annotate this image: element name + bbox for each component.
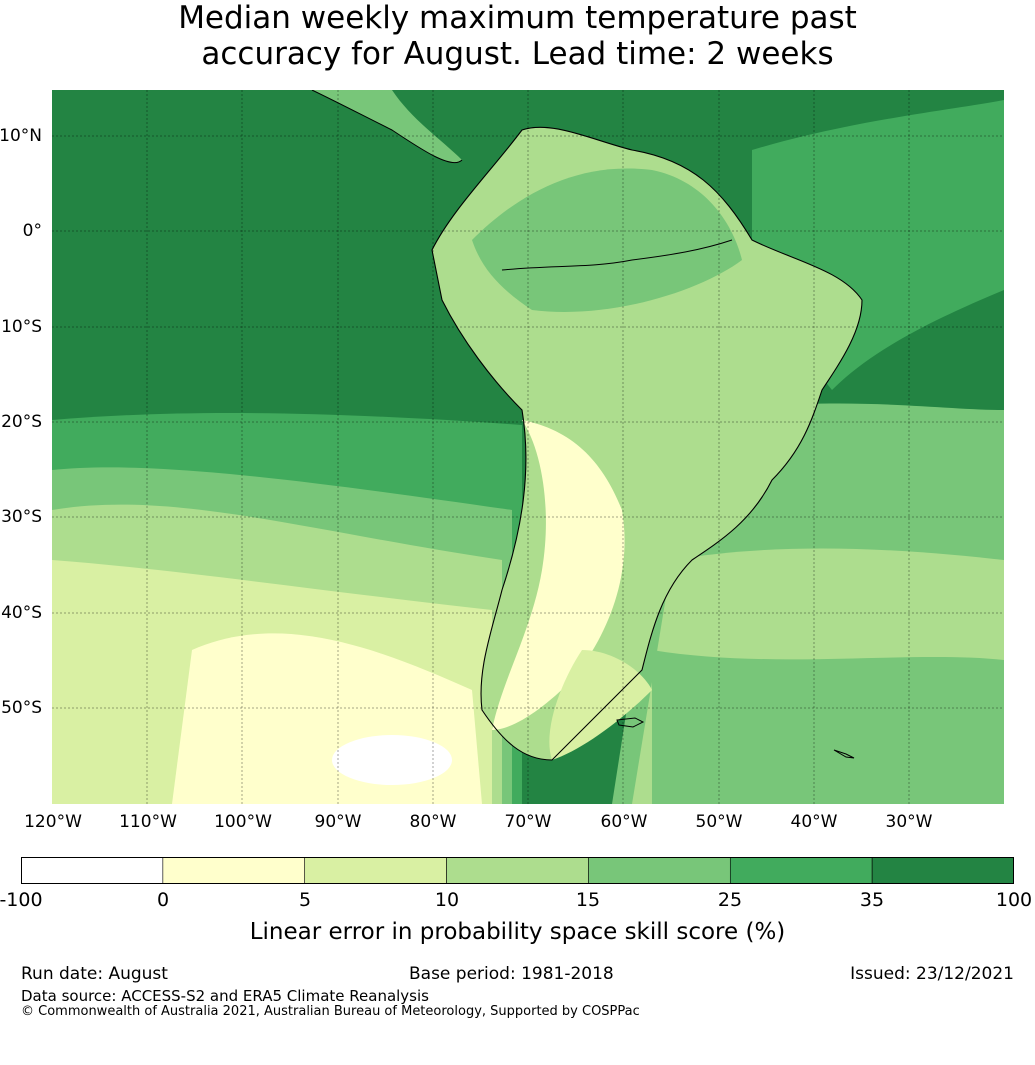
colorbar-swatch (21, 857, 164, 884)
lon-label-70w: 70°W (504, 812, 552, 832)
colorbar-swatch (446, 857, 589, 884)
lat-label-50s: 50°S (1, 698, 42, 718)
lon-label-90w: 90°W (314, 812, 362, 832)
lat-label-0: 0° (22, 221, 42, 241)
lon-label-80w: 80°W (409, 812, 457, 832)
colorbar-tick-label: 5 (298, 889, 312, 911)
colorbar-swatch (729, 857, 873, 884)
lon-label-120w: 120°W (24, 812, 82, 832)
patch-white (332, 735, 452, 785)
colorbar-tick-label: 100 (995, 889, 1033, 911)
amazon-river (501, 239, 733, 271)
data-source: Data source: ACCESS-S2 and ERA5 Climate … (21, 987, 429, 1005)
colorbar-tick-label: -100 (0, 889, 43, 911)
continent-south-10 (549, 650, 652, 760)
continent-andes-pale (492, 420, 625, 730)
central-america-coast (311, 90, 463, 164)
lat-label-30s: 30°S (1, 507, 42, 527)
colorbar-tick-label: 10 (434, 889, 460, 911)
colorbar-tick-label: 0 (156, 889, 170, 911)
lon-label-30w: 30°W (885, 812, 933, 832)
gridlines (52, 90, 1004, 804)
lon-label-50w: 50°W (695, 812, 743, 832)
lat-label-10s: 10°S (1, 317, 42, 337)
lon-label-60w: 60°W (600, 812, 648, 832)
title-line-2: accuracy for August. Lead time: 2 weeks (201, 36, 834, 72)
colorbar-label: Linear error in probability space skill … (249, 919, 786, 945)
lat-label-40s: 40°S (1, 603, 42, 623)
lon-label-110w: 110°W (119, 812, 177, 832)
south-georgia (833, 749, 855, 759)
lat-label-10n: 10°N (0, 126, 42, 146)
colorbar-tick-label: 25 (717, 889, 743, 911)
falklands (616, 717, 645, 728)
skill-score-map (52, 90, 1004, 804)
colorbar-swatch (162, 857, 306, 884)
chart-title: Median weekly maximum temperature past a… (0, 0, 1035, 72)
colorbar-swatch (871, 857, 1014, 884)
copyright: © Commonwealth of Australia 2021, Austra… (21, 1004, 640, 1019)
colorbar-border (21, 857, 1014, 884)
band-atlantic-south-10 (652, 650, 1004, 804)
lon-label-40w: 40°W (790, 812, 838, 832)
colorbar (21, 857, 1014, 884)
lon-label-100w: 100°W (214, 812, 272, 832)
lat-label-20s: 20°S (1, 412, 42, 432)
issued-date: Issued: 23/12/2021 (850, 964, 1014, 984)
colorbar-tick-label: 35 (859, 889, 885, 911)
colorbar-tick-label: 15 (575, 889, 601, 911)
coastline (431, 126, 863, 761)
run-date: Run date: August (21, 964, 168, 984)
colorbar-swatch (304, 857, 447, 884)
title-line-1: Median weekly maximum temperature past (178, 0, 857, 36)
colorbar-swatch (588, 857, 731, 884)
continent-north-15 (472, 168, 742, 312)
base-period: Base period: 1981-2018 (409, 964, 614, 984)
